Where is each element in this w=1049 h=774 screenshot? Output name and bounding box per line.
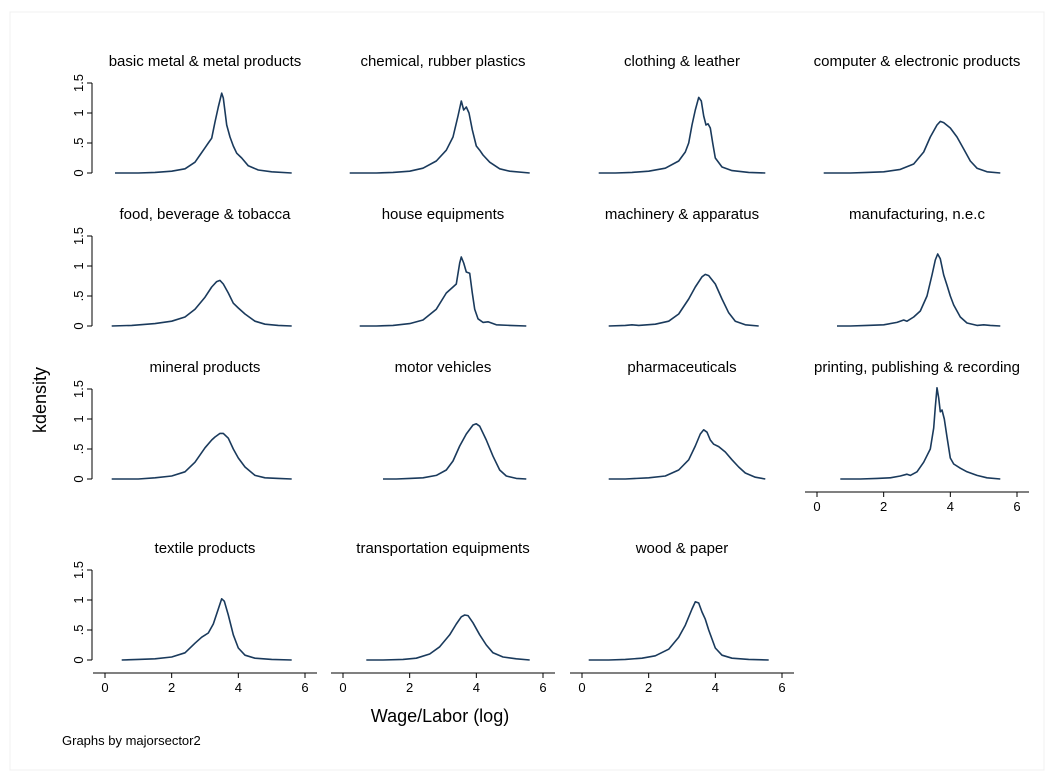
panel-title: computer & electronic products: [814, 53, 1021, 70]
y-tick-label: .5: [71, 444, 86, 455]
y-tick-label: 1.5: [71, 74, 86, 92]
y-tick-label: 1.5: [71, 227, 86, 245]
x-tick-label: 4: [712, 680, 719, 695]
x-tick-label: 6: [539, 680, 546, 695]
panel-14: wood & paper 0 2 4 6: [570, 540, 794, 695]
x-tick-label: 4: [947, 499, 954, 514]
x-axis-label: Wage/Labor (log): [371, 706, 509, 726]
x-tick-label: 0: [578, 680, 585, 695]
panel-title: transportation equipments: [356, 540, 529, 557]
panel-2: clothing & leather: [598, 53, 766, 174]
y-tick-label: 0: [71, 322, 86, 329]
y-tick-label: 1: [71, 415, 86, 422]
panels-group: basic metal & metal products0.511.5chemi…: [71, 53, 1029, 695]
y-tick-label: .5: [71, 291, 86, 302]
y-tick-label: .5: [71, 625, 86, 636]
panel-title: printing, publishing & recording: [814, 359, 1020, 376]
density-curve: [383, 423, 527, 480]
x-tick-label: 2: [168, 680, 175, 695]
density-curve: [111, 432, 292, 480]
y-tick-label: 1: [71, 262, 86, 269]
x-tick-label: 6: [778, 680, 785, 695]
panel-12: textile products 0 .5 1 1.5 0 2 4 6: [71, 540, 317, 695]
y-tick-label: 0: [71, 656, 86, 663]
panel-title: motor vehicles: [395, 359, 492, 376]
density-curve: [598, 96, 766, 174]
y-tick-label: 1.5: [71, 561, 86, 579]
x-tick-label: 0: [813, 499, 820, 514]
x-tick-label: 6: [1013, 499, 1020, 514]
x-tick-label: 2: [406, 680, 413, 695]
y-tick-label: 1: [71, 596, 86, 603]
density-curve: [840, 387, 1001, 480]
panel-7: manufacturing, n.e.c: [837, 206, 1001, 327]
x-tick-label: 6: [301, 680, 308, 695]
panel-title: house equipments: [382, 206, 505, 223]
x-tick-label: 2: [645, 680, 652, 695]
panel-13: transportation equipments 0 2 4 6: [331, 540, 555, 695]
x-tick-label: 4: [473, 680, 480, 695]
density-curve: [111, 279, 292, 327]
panel-10: pharmaceuticals: [608, 359, 766, 480]
y-tick-label: 0: [71, 475, 86, 482]
panel-title: machinery & apparatus: [605, 206, 759, 223]
density-curve: [359, 256, 527, 327]
panel-title: chemical, rubber plastics: [360, 53, 525, 70]
y-axis-label: kdensity: [30, 367, 50, 433]
panel-9: motor vehicles: [383, 359, 527, 480]
density-curve: [115, 92, 292, 174]
y-tick-label: 0: [71, 169, 86, 176]
panel-1: chemical, rubber plastics: [349, 53, 530, 174]
panel-title: textile products: [155, 540, 256, 557]
density-curve: [121, 598, 292, 661]
panel-5: house equipments: [359, 206, 527, 327]
panel-title: wood & paper: [635, 540, 729, 557]
y-tick-label: 1.5: [71, 380, 86, 398]
panel-title: manufacturing, n.e.c: [849, 206, 985, 223]
panel-title: clothing & leather: [624, 53, 740, 70]
density-curve: [588, 601, 769, 661]
density-curve: [837, 253, 1001, 327]
panel-4: food, beverage & tobacca 0 .5 1 1.5: [71, 206, 292, 330]
density-curve: [823, 120, 1001, 174]
panel-11: printing, publishing & recording 0 2 4 6: [805, 359, 1029, 514]
panel-8: mineral products 0 .5 1 1.5: [71, 359, 292, 483]
panel-title: pharmaceuticals: [627, 359, 736, 376]
x-tick-label: 0: [101, 680, 108, 695]
panel-0: basic metal & metal products 0 .5 1 1.5: [71, 53, 301, 177]
density-curve: [608, 273, 759, 327]
density-curve: [349, 100, 530, 174]
panel-3: computer & electronic products: [814, 53, 1021, 174]
x-tick-label: 2: [880, 499, 887, 514]
y-tick-label: 1: [71, 109, 86, 116]
panel-title: mineral products: [150, 359, 261, 376]
panel-title: food, beverage & tobacca: [120, 206, 292, 223]
graphs-by-note: Graphs by majorsector2: [62, 733, 201, 748]
density-curve: [608, 429, 766, 480]
plot-region: [9, 11, 1045, 771]
panel-6: machinery & apparatus: [605, 206, 759, 327]
x-tick-label: 4: [235, 680, 242, 695]
panel-title: basic metal & metal products: [109, 53, 302, 70]
x-tick-label: 0: [339, 680, 346, 695]
y-tick-label: .5: [71, 138, 86, 149]
density-curve: [366, 614, 530, 661]
